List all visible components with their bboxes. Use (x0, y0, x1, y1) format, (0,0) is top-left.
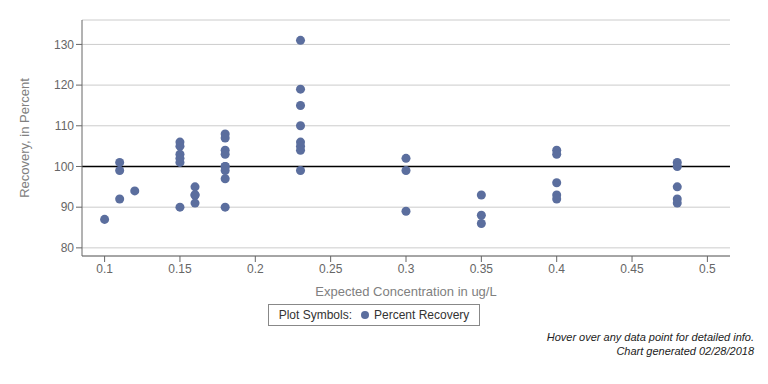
html-text:Chart generated 02/28/2018: Chart generated 02/28/2018 (616, 345, 754, 357)
svg-text:100: 100 (54, 160, 74, 174)
html-text:Plot Symbols:: Plot Symbols: (278, 308, 352, 322)
svg-text:80: 80 (61, 241, 75, 255)
svg-text:130: 130 (54, 38, 74, 52)
svg-text:120: 120 (54, 78, 74, 92)
svg-text:0.5: 0.5 (699, 262, 716, 276)
svg-text:Recovery, in Percent: Recovery, in Percent (17, 78, 32, 198)
svg-text:0.3: 0.3 (398, 262, 415, 276)
html-text:Percent Recovery: Percent Recovery (374, 308, 470, 322)
svg-text:0.2: 0.2 (247, 262, 264, 276)
svg-text:0.4: 0.4 (548, 262, 565, 276)
svg-text:0.35: 0.35 (470, 262, 494, 276)
svg-text:110: 110 (55, 119, 74, 133)
svg-text:Expected Concentration in ug/L: Expected Concentration in ug/L (315, 284, 496, 299)
svg-text:0.25: 0.25 (319, 262, 343, 276)
svg-text:0.1: 0.1 (96, 262, 113, 276)
html-text:Hover over any data point for: Hover over any data point for detailed i… (546, 331, 754, 343)
svg-text:90: 90 (61, 200, 75, 214)
svg-text:0.15: 0.15 (168, 262, 192, 276)
svg-text:0.45: 0.45 (620, 262, 644, 276)
